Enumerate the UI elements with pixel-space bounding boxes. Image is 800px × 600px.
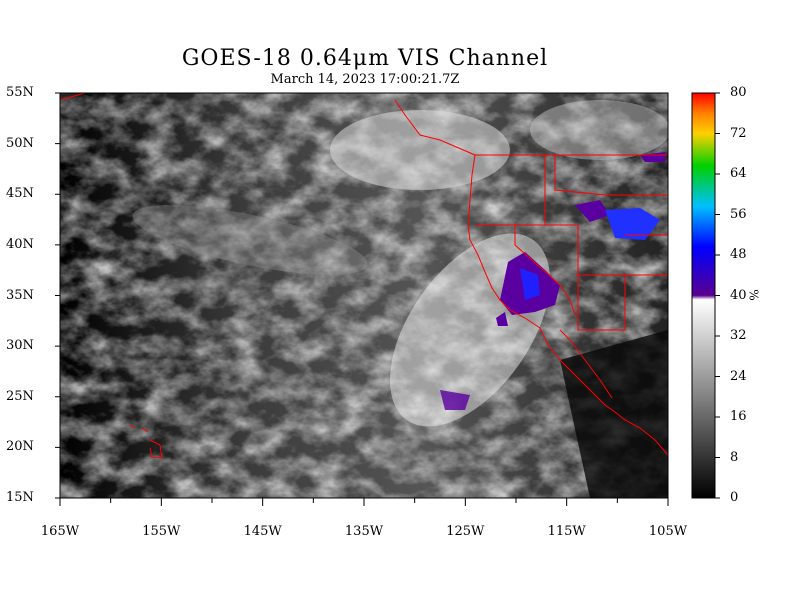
colorbar-label: 64 bbox=[730, 166, 747, 181]
lat-label: 20N bbox=[6, 439, 34, 455]
colorbar-label: 32 bbox=[730, 328, 747, 343]
lat-label: 55N bbox=[6, 85, 34, 100]
satellite-imagery bbox=[60, 93, 668, 498]
colorbar-ticks bbox=[715, 92, 720, 499]
colorbar-unit: % bbox=[746, 289, 761, 301]
lat-label: 25N bbox=[6, 388, 34, 404]
lat-label: 30N bbox=[6, 338, 34, 354]
lat-label: 35N bbox=[6, 287, 34, 303]
lon-label: 155W bbox=[142, 524, 181, 539]
colorbar-label: 16 bbox=[730, 409, 747, 424]
colorbar-label: 48 bbox=[730, 247, 747, 262]
colorbar-label: 24 bbox=[730, 368, 747, 384]
lat-label: 40N bbox=[6, 236, 34, 252]
colorbar-label: 72 bbox=[730, 125, 747, 141]
lon-label: 135W bbox=[344, 524, 384, 539]
lon-label: 105W bbox=[648, 524, 688, 539]
lat-label: 15N bbox=[6, 490, 34, 505]
colorbar-label: 40 bbox=[730, 287, 747, 303]
lat-label: 50N bbox=[6, 135, 34, 151]
map-timestamp: March 14, 2023 17:00:21.7Z bbox=[270, 72, 460, 87]
axis-ticks bbox=[55, 92, 669, 506]
cold-cloud-tops bbox=[440, 152, 665, 410]
colorbar-label: 0 bbox=[730, 490, 739, 505]
colorbar bbox=[691, 92, 716, 499]
lon-label: 165W bbox=[40, 524, 80, 539]
lon-label: 125W bbox=[446, 524, 485, 539]
political-borders bbox=[60, 93, 668, 459]
colorbar-label: 8 bbox=[730, 449, 739, 465]
lon-label: 145W bbox=[243, 524, 282, 539]
colorbar-label: 80 bbox=[730, 85, 747, 100]
map-title: GOES-18 0.64μm VIS Channel bbox=[181, 46, 549, 71]
lat-label: 45N bbox=[6, 186, 34, 202]
colorbar-label: 56 bbox=[730, 206, 747, 222]
lon-label: 115W bbox=[547, 524, 586, 539]
